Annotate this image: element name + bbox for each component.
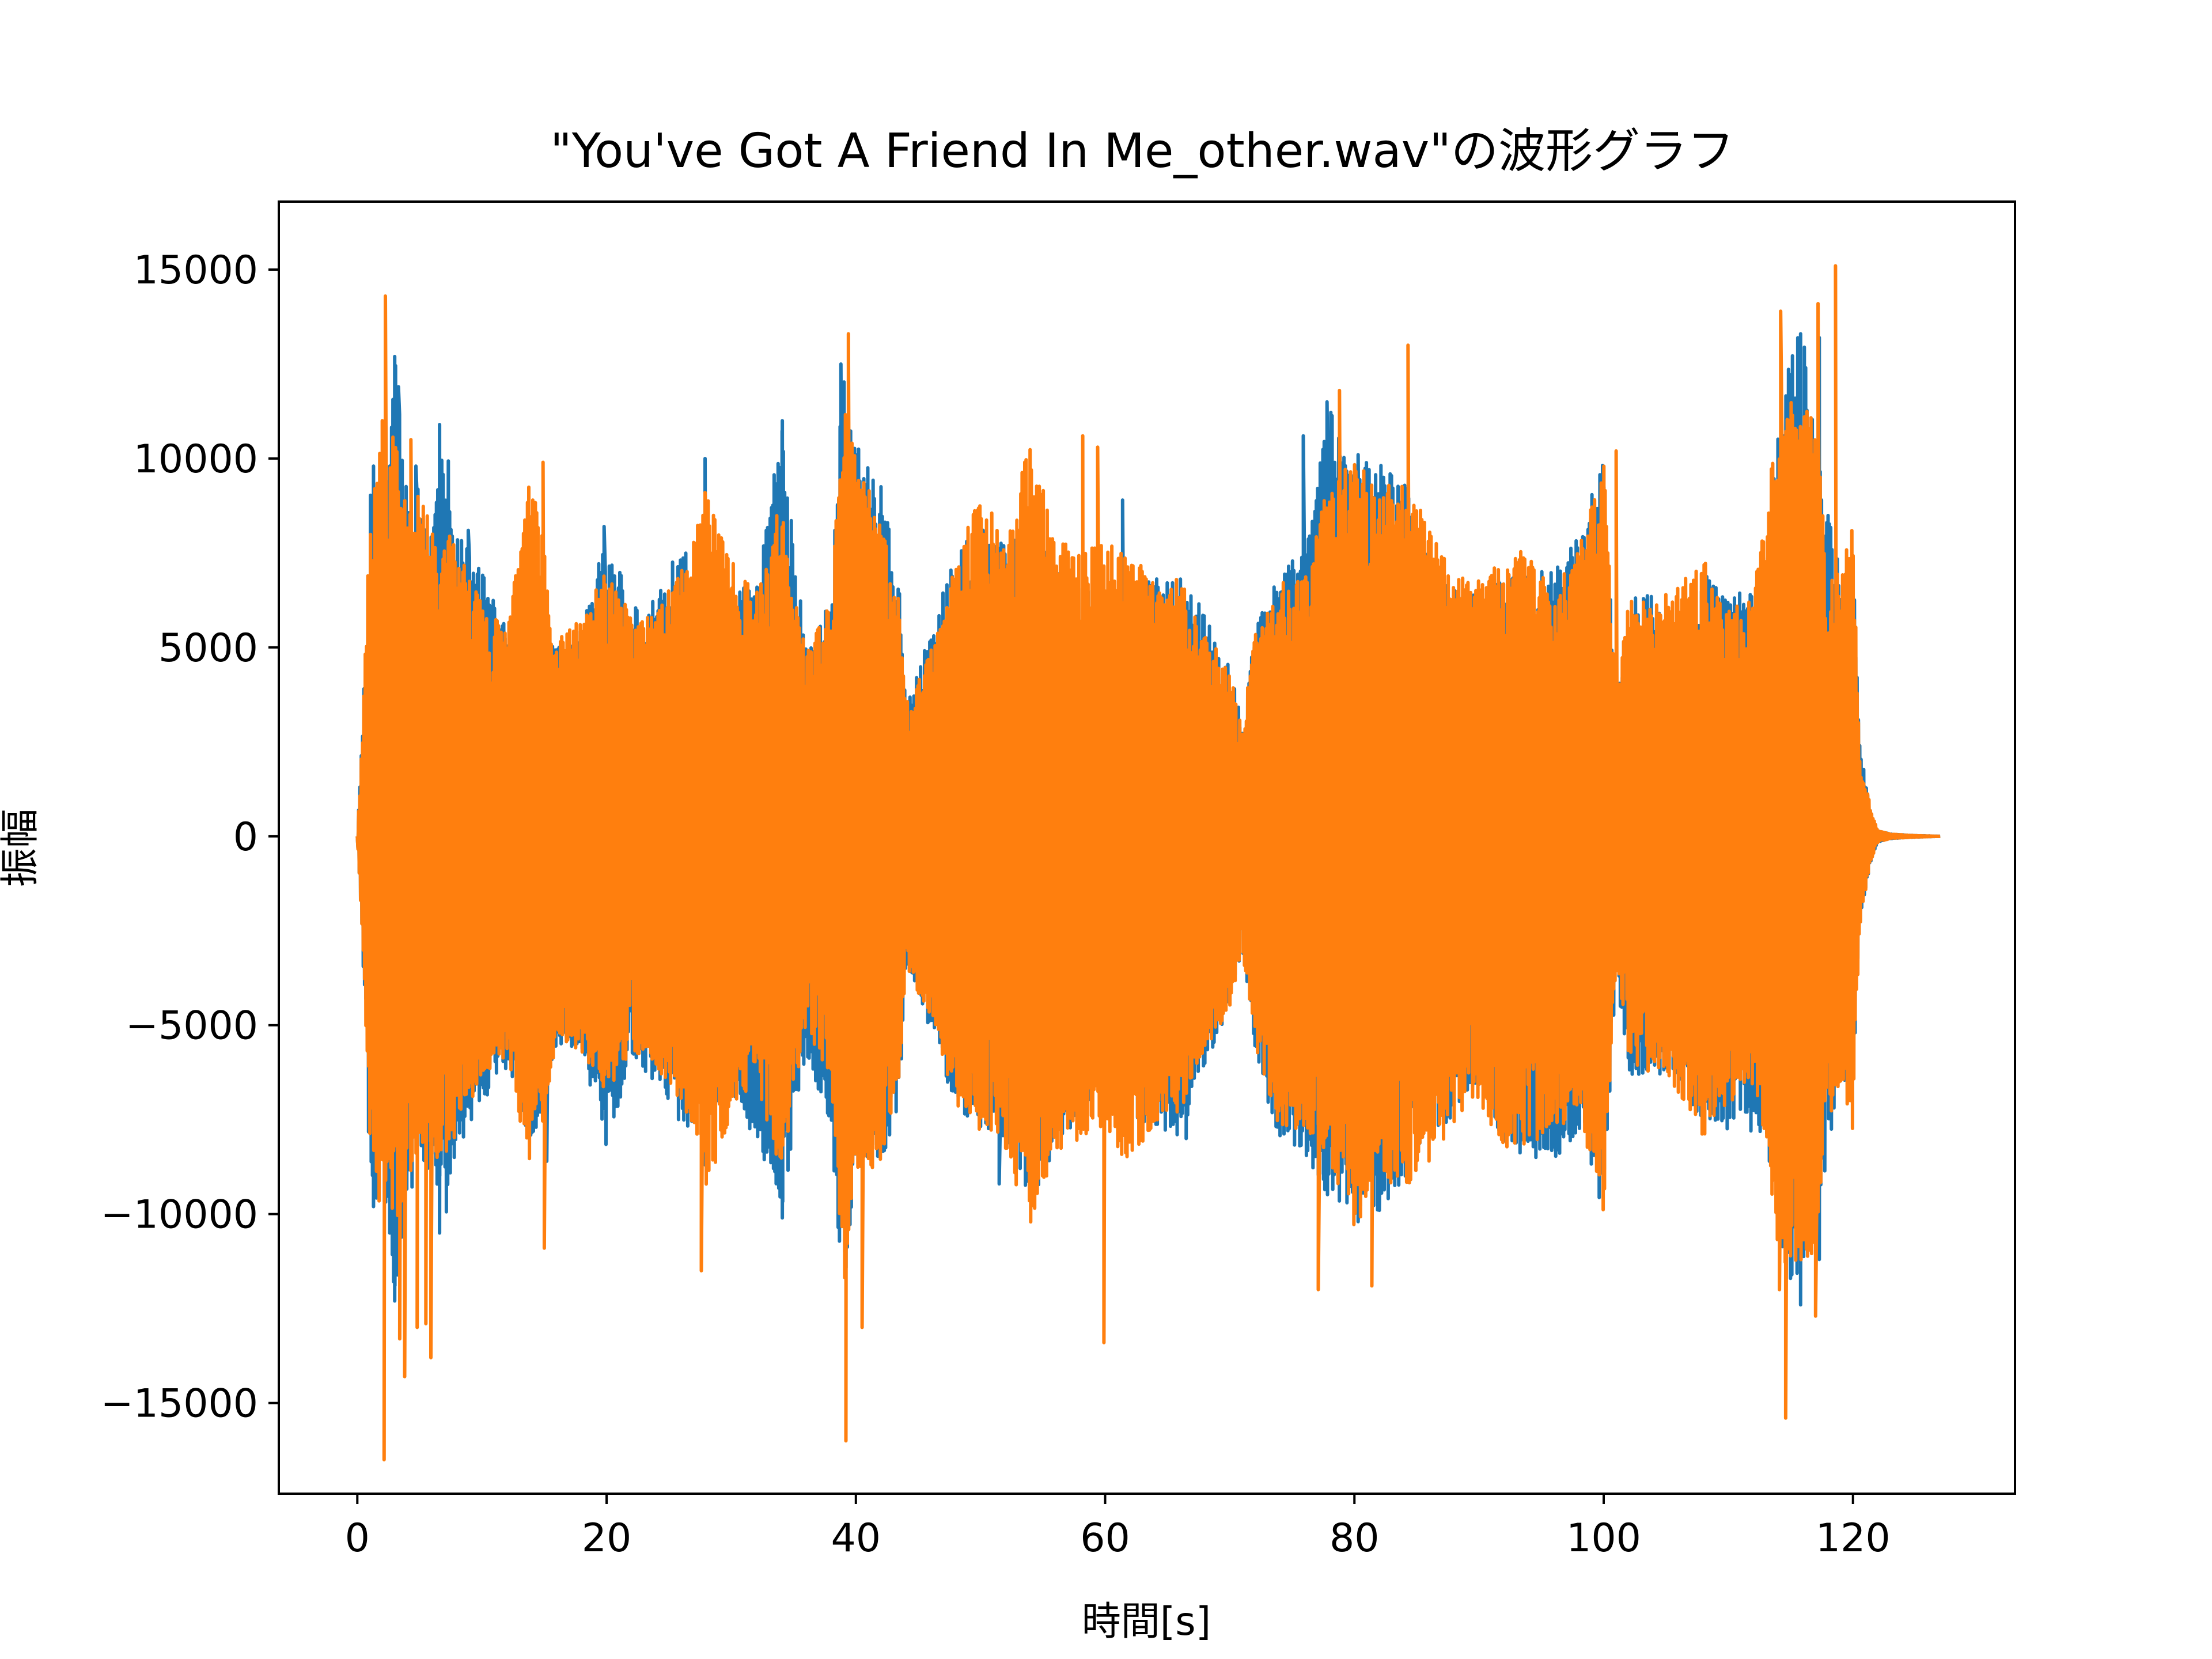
y-tick-label: 10000 — [134, 437, 258, 482]
x-tick-label: 80 — [1330, 1516, 1380, 1561]
x-tick-label: 40 — [831, 1516, 881, 1561]
y-tick-label: −15000 — [101, 1381, 258, 1427]
y-tick-label: −10000 — [101, 1192, 258, 1238]
plot-frame — [278, 200, 2016, 1495]
y-tick-label: 5000 — [158, 626, 258, 671]
y-tick-label: 0 — [233, 815, 258, 860]
waveform-series-2 — [355, 264, 1941, 1461]
y-axis-label: 振幅 — [0, 809, 43, 887]
chart-title: "You've Got A Friend In Me_other.wav"の波形… — [550, 124, 1734, 179]
x-tick-label: 100 — [1566, 1516, 1641, 1561]
x-axis-label: 時間[s] — [1082, 1599, 1211, 1645]
y-tick-label: −5000 — [126, 1003, 258, 1049]
x-tick-label: 0 — [345, 1516, 370, 1561]
x-tick-label: 120 — [1816, 1516, 1891, 1561]
x-tick-label: 20 — [582, 1516, 632, 1561]
waveform-series-layer — [355, 264, 1941, 1461]
x-tick-label: 60 — [1080, 1516, 1130, 1561]
y-tick-label: 15000 — [134, 248, 258, 293]
x-axis: 0 20 40 60 80 100 120 — [345, 1494, 1891, 1561]
y-axis: 15000 10000 5000 0 −5000 −10000 −15000 — [101, 248, 279, 1427]
